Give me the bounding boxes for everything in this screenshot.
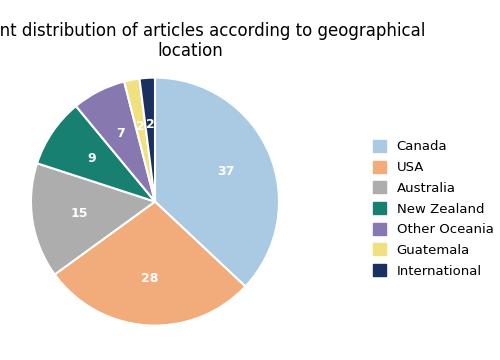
Text: 15: 15 [70, 207, 88, 220]
Text: 9: 9 [87, 152, 96, 165]
Wedge shape [124, 78, 155, 202]
Wedge shape [76, 81, 155, 202]
Wedge shape [140, 78, 155, 202]
Text: Percent distribution of articles according to geographical
location: Percent distribution of articles accordi… [0, 22, 426, 60]
Wedge shape [155, 78, 279, 287]
Legend: Canada, USA, Australia, New Zealand, Other Oceania, Guatemala, International: Canada, USA, Australia, New Zealand, Oth… [373, 140, 494, 278]
Wedge shape [54, 202, 246, 325]
Text: 28: 28 [142, 272, 159, 285]
Text: 7: 7 [116, 127, 124, 140]
Text: 37: 37 [217, 165, 234, 177]
Text: 2: 2 [136, 120, 145, 132]
Text: 2: 2 [146, 118, 154, 131]
Wedge shape [37, 106, 155, 202]
Wedge shape [31, 163, 155, 274]
